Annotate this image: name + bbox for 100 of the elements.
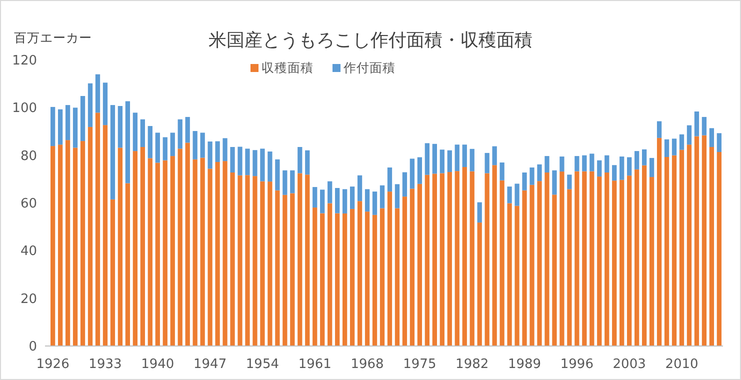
bar	[260, 181, 265, 346]
bar	[470, 148, 474, 172]
bar	[402, 172, 408, 197]
x-tick-label: 1933	[88, 357, 122, 372]
bar	[50, 106, 56, 146]
bar	[597, 160, 602, 177]
bar	[672, 138, 677, 156]
bar	[656, 121, 662, 138]
bar	[335, 188, 340, 214]
bar	[320, 190, 325, 214]
bar	[686, 144, 692, 346]
bar	[530, 184, 534, 346]
bar	[357, 201, 362, 346]
bar	[402, 196, 408, 346]
bar	[567, 189, 572, 346]
bar	[394, 208, 400, 346]
bar	[462, 144, 467, 168]
bar	[604, 172, 610, 346]
bar	[350, 186, 355, 209]
bar	[125, 183, 130, 346]
bar	[507, 186, 512, 204]
bar	[102, 82, 108, 126]
y-axis-title: 百万エーカー	[14, 30, 92, 45]
bar	[335, 213, 340, 346]
bar	[492, 165, 497, 346]
bar	[320, 213, 325, 346]
bar	[222, 138, 228, 162]
x-tick-label: 2003	[612, 357, 646, 372]
bar	[694, 136, 700, 346]
bar	[560, 156, 564, 172]
chart-title: 米国産とうもろこし作付面積・収穫面積	[208, 30, 532, 51]
bar	[65, 105, 70, 140]
bar	[282, 170, 288, 195]
bar	[492, 146, 497, 166]
bar	[432, 174, 437, 346]
bar	[716, 133, 722, 152]
bar	[222, 161, 228, 346]
bar	[328, 181, 332, 204]
x-tick-label: 1989	[508, 357, 542, 372]
bar	[372, 192, 378, 215]
bar	[387, 192, 392, 346]
bar	[245, 175, 250, 346]
y-tick-label: 100	[12, 101, 37, 116]
x-tick-label: 1968	[350, 357, 384, 372]
bar	[170, 156, 175, 346]
bar	[268, 182, 272, 346]
bar	[679, 150, 684, 346]
x-tick-label: 1954	[246, 357, 280, 372]
bar	[155, 162, 160, 346]
bar	[162, 137, 168, 160]
bar	[155, 132, 160, 163]
bar	[500, 162, 504, 180]
bar	[582, 171, 587, 346]
bar	[80, 96, 86, 142]
bar	[380, 185, 385, 208]
bar	[567, 174, 572, 190]
bar	[410, 188, 415, 346]
bar	[477, 222, 482, 346]
bar	[702, 135, 707, 346]
bar	[125, 101, 130, 184]
x-tick-label: 1982	[456, 357, 489, 372]
bar	[597, 176, 602, 346]
bar	[552, 194, 557, 346]
bar	[282, 194, 288, 346]
bar	[634, 169, 640, 346]
bar	[140, 146, 145, 346]
bar	[702, 116, 707, 136]
bar	[290, 170, 295, 194]
bar	[612, 180, 617, 346]
bar	[590, 171, 594, 346]
bar	[65, 140, 70, 346]
bar	[118, 106, 123, 148]
bar	[192, 159, 198, 346]
bar	[440, 150, 444, 174]
bar	[447, 150, 452, 172]
bar	[627, 157, 632, 176]
bar	[148, 158, 152, 346]
x-tick-label: 1975	[403, 357, 436, 372]
bar	[649, 177, 654, 346]
bar	[342, 189, 348, 214]
bar	[50, 146, 56, 346]
bar	[642, 165, 647, 346]
bar	[380, 208, 385, 346]
bar	[470, 171, 474, 346]
bar	[312, 208, 318, 346]
bar	[709, 146, 714, 346]
bar	[672, 155, 677, 346]
x-tick-label: 1940	[141, 357, 174, 372]
bar	[634, 151, 640, 170]
bar	[394, 184, 400, 208]
bar	[372, 214, 378, 346]
bar	[686, 125, 692, 145]
bar	[424, 143, 430, 175]
bar	[574, 171, 580, 346]
bar	[72, 108, 78, 148]
bar	[552, 170, 557, 195]
bar	[260, 148, 265, 182]
bar	[110, 105, 116, 200]
bar	[387, 167, 392, 192]
bar	[88, 83, 93, 127]
